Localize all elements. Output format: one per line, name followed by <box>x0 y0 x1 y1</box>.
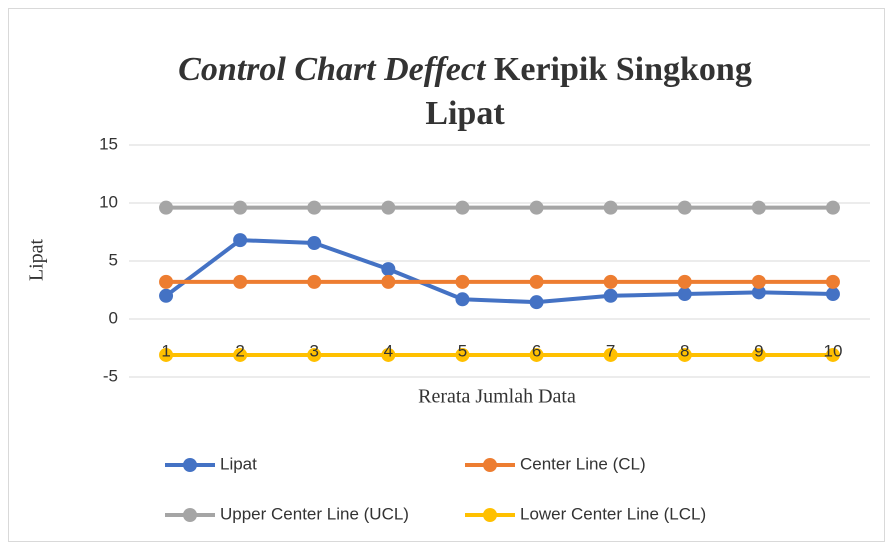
x-tick-label: 10 <box>823 341 842 360</box>
x-tick-label: 2 <box>235 341 244 360</box>
point-marker <box>677 274 692 289</box>
point-marker <box>233 200 248 215</box>
point-marker <box>159 274 174 289</box>
point-marker <box>381 200 396 215</box>
chart-title: Control Chart Deffect Keripik Singkong L… <box>140 48 790 136</box>
legend-label: Center Line (CL) <box>520 454 646 473</box>
x-axis-label: Rerata Jumlah Data <box>418 386 576 408</box>
point-marker <box>603 347 618 362</box>
y-tick-label: 10 <box>99 192 118 211</box>
title-italic: Control Chart Deffect <box>178 51 486 88</box>
y-tick-label: 5 <box>109 250 118 269</box>
point-marker <box>307 274 322 289</box>
point-marker <box>529 347 544 362</box>
point-marker <box>159 200 174 215</box>
x-tick-label: 6 <box>532 341 541 360</box>
y-axis-label: Lipat <box>26 238 48 281</box>
point-marker <box>751 274 766 289</box>
x-tick-label: 5 <box>458 341 467 360</box>
point-marker <box>603 200 618 215</box>
chart-border <box>8 8 885 542</box>
point-marker <box>233 233 248 248</box>
point-marker <box>455 347 470 362</box>
point-marker <box>677 200 692 215</box>
legend-label: Lower Center Line (LCL) <box>520 504 706 523</box>
point-marker <box>455 274 470 289</box>
point-marker <box>825 274 840 289</box>
point-marker <box>751 285 766 300</box>
y-tick-label: 0 <box>109 308 118 327</box>
point-marker <box>529 200 544 215</box>
point-marker <box>677 287 692 302</box>
legend-marker <box>483 508 497 522</box>
x-tick-label: 7 <box>606 341 615 360</box>
point-marker <box>677 347 692 362</box>
point-marker <box>233 274 248 289</box>
point-marker <box>529 274 544 289</box>
series-line <box>164 238 833 305</box>
point-marker <box>751 347 766 362</box>
legend-label: Upper Center Line (UCL) <box>220 504 409 523</box>
point-marker <box>159 288 174 303</box>
point-marker <box>751 200 766 215</box>
x-tick-label: 3 <box>310 341 319 360</box>
point-marker <box>307 236 322 251</box>
legend-marker <box>483 458 497 472</box>
point-marker <box>455 200 470 215</box>
point-marker <box>529 295 544 310</box>
point-marker <box>159 347 174 362</box>
legend-marker <box>183 508 197 522</box>
x-tick-label: 4 <box>384 341 393 360</box>
point-marker <box>233 347 248 362</box>
legend-label: Lipat <box>220 454 257 473</box>
y-tick-label: -5 <box>103 366 118 385</box>
title-bold: Keripik Singkong Lipat <box>425 51 752 132</box>
y-tick-label: 15 <box>99 134 118 153</box>
x-tick-label: 1 <box>161 341 170 360</box>
point-marker <box>381 274 396 289</box>
point-marker <box>381 262 396 277</box>
point-marker <box>307 200 322 215</box>
point-marker <box>603 288 618 303</box>
point-marker <box>825 200 840 215</box>
x-tick-label: 8 <box>680 341 689 360</box>
point-marker <box>603 274 618 289</box>
point-marker <box>455 292 470 307</box>
legend-marker <box>183 458 197 472</box>
point-marker <box>307 347 322 362</box>
x-tick-label: 9 <box>754 341 763 360</box>
point-marker <box>825 287 840 302</box>
point-marker <box>381 347 396 362</box>
point-marker <box>825 347 840 362</box>
